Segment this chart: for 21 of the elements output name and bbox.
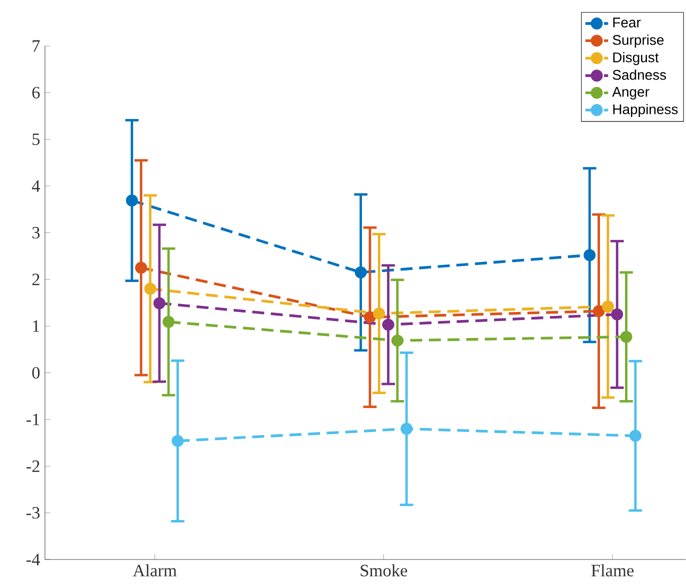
x-tick-label: Smoke — [360, 564, 408, 577]
y-tick-label: 6 — [32, 87, 40, 99]
legend-label: Surprise — [612, 34, 664, 48]
legend-label: Sadness — [612, 70, 666, 80]
y-tick-label: 4 — [32, 180, 40, 192]
y-tick-label: 5 — [32, 134, 40, 146]
y-tick-label: 3 — [32, 227, 40, 239]
y-tick-label: 0 — [32, 367, 40, 379]
y-tick-label: -1 — [26, 414, 40, 426]
legend-label: Anger — [612, 87, 650, 100]
y-tick-label: 7 — [32, 40, 40, 52]
y-tick-label: 2 — [32, 274, 40, 286]
legend-label: Fear — [613, 18, 641, 28]
legend-label: Happiness — [613, 104, 678, 118]
legend-label: Disgust — [613, 52, 659, 66]
y-tick-label: -3 — [26, 507, 40, 519]
y-tick-label: -4 — [26, 554, 40, 566]
x-tick-label: Alarm — [132, 564, 177, 577]
x-tick-label: Flame — [591, 564, 634, 577]
y-tick-label: 1 — [33, 320, 40, 332]
y-tick-label: -2 — [26, 460, 40, 472]
